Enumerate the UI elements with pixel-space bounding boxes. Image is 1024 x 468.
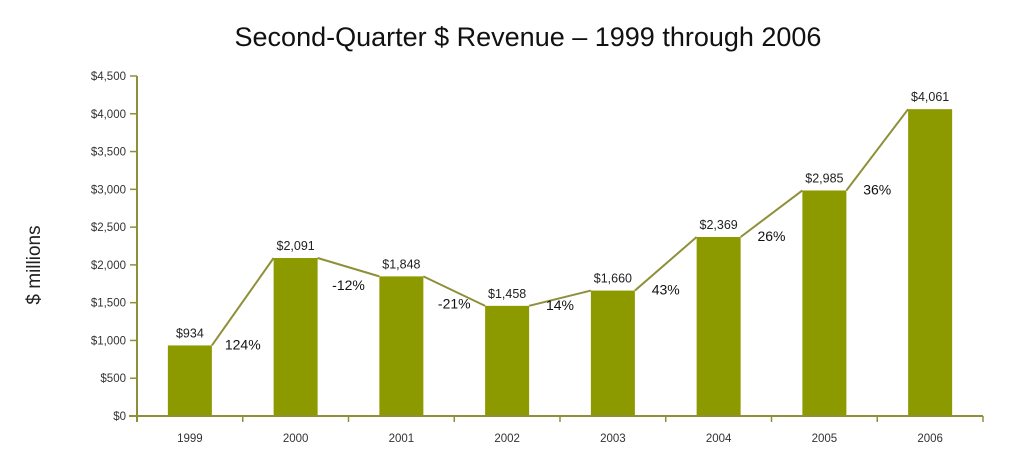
growth-label: 36% (863, 181, 891, 197)
y-tick-label: $1,500 (91, 298, 126, 310)
data-label: $1,458 (488, 287, 526, 301)
growth-connector-line (317, 257, 380, 278)
x-tick-label: 1999 (177, 433, 203, 445)
data-label: $1,660 (594, 272, 632, 286)
bar-2000 (273, 258, 318, 416)
growth-label: -12% (332, 277, 365, 293)
data-label: $1,848 (382, 257, 420, 271)
y-tick-label: $500 (100, 373, 126, 385)
bar-2002 (485, 305, 530, 416)
bar-1999 (167, 345, 212, 416)
y-tick-label: $2,000 (91, 260, 126, 272)
bar-2005 (802, 190, 847, 416)
y-tick-label: $4,500 (91, 71, 126, 83)
y-tick-label: $4,000 (91, 109, 126, 121)
growth-label: 124% (225, 336, 261, 352)
data-label: $2,369 (700, 218, 738, 232)
x-tick-label: 2004 (706, 433, 732, 445)
growth-label: 26% (757, 228, 785, 244)
y-tick-label: $1,000 (91, 335, 126, 347)
x-tick-label: 2003 (600, 433, 626, 445)
growth-label: 14% (546, 297, 574, 313)
y-axis-label: $ millions (24, 225, 45, 304)
y-tick-label: $0 (113, 411, 126, 423)
growth-label: 43% (652, 282, 680, 298)
x-tick-label: 2001 (389, 433, 415, 445)
chart-title: Second-Quarter $ Revenue – 1999 through … (235, 22, 822, 52)
growth-connector-line (740, 189, 803, 238)
data-label: $2,985 (805, 171, 843, 185)
bar-2001 (379, 276, 424, 416)
y-tick-label: $3,000 (91, 184, 126, 196)
growth-connector-line (528, 289, 592, 307)
growth-connector-line (422, 275, 486, 307)
y-tick-label: $2,500 (91, 222, 126, 234)
data-label: $934 (176, 326, 204, 340)
x-tick-label: 2006 (917, 433, 943, 445)
growth-connector-line (634, 236, 698, 292)
x-tick-label: 2000 (283, 433, 309, 445)
x-tick-label: 2005 (812, 433, 838, 445)
plot-area: $0 $500 $1,000 $1,500 $2,000 $2,500 $3,000 $3,5… (91, 71, 984, 445)
growth-label: -21% (438, 295, 471, 311)
data-label: $4,061 (911, 90, 949, 104)
growth-connector-line (845, 108, 909, 192)
bar-2003 (590, 290, 635, 416)
growth-connector-line (211, 257, 275, 347)
data-label: $2,091 (277, 239, 315, 253)
y-tick-label: $3,500 (91, 147, 126, 159)
bar-2004 (696, 237, 741, 416)
x-tick-label: 2002 (494, 433, 520, 445)
bar-2006 (908, 109, 953, 417)
